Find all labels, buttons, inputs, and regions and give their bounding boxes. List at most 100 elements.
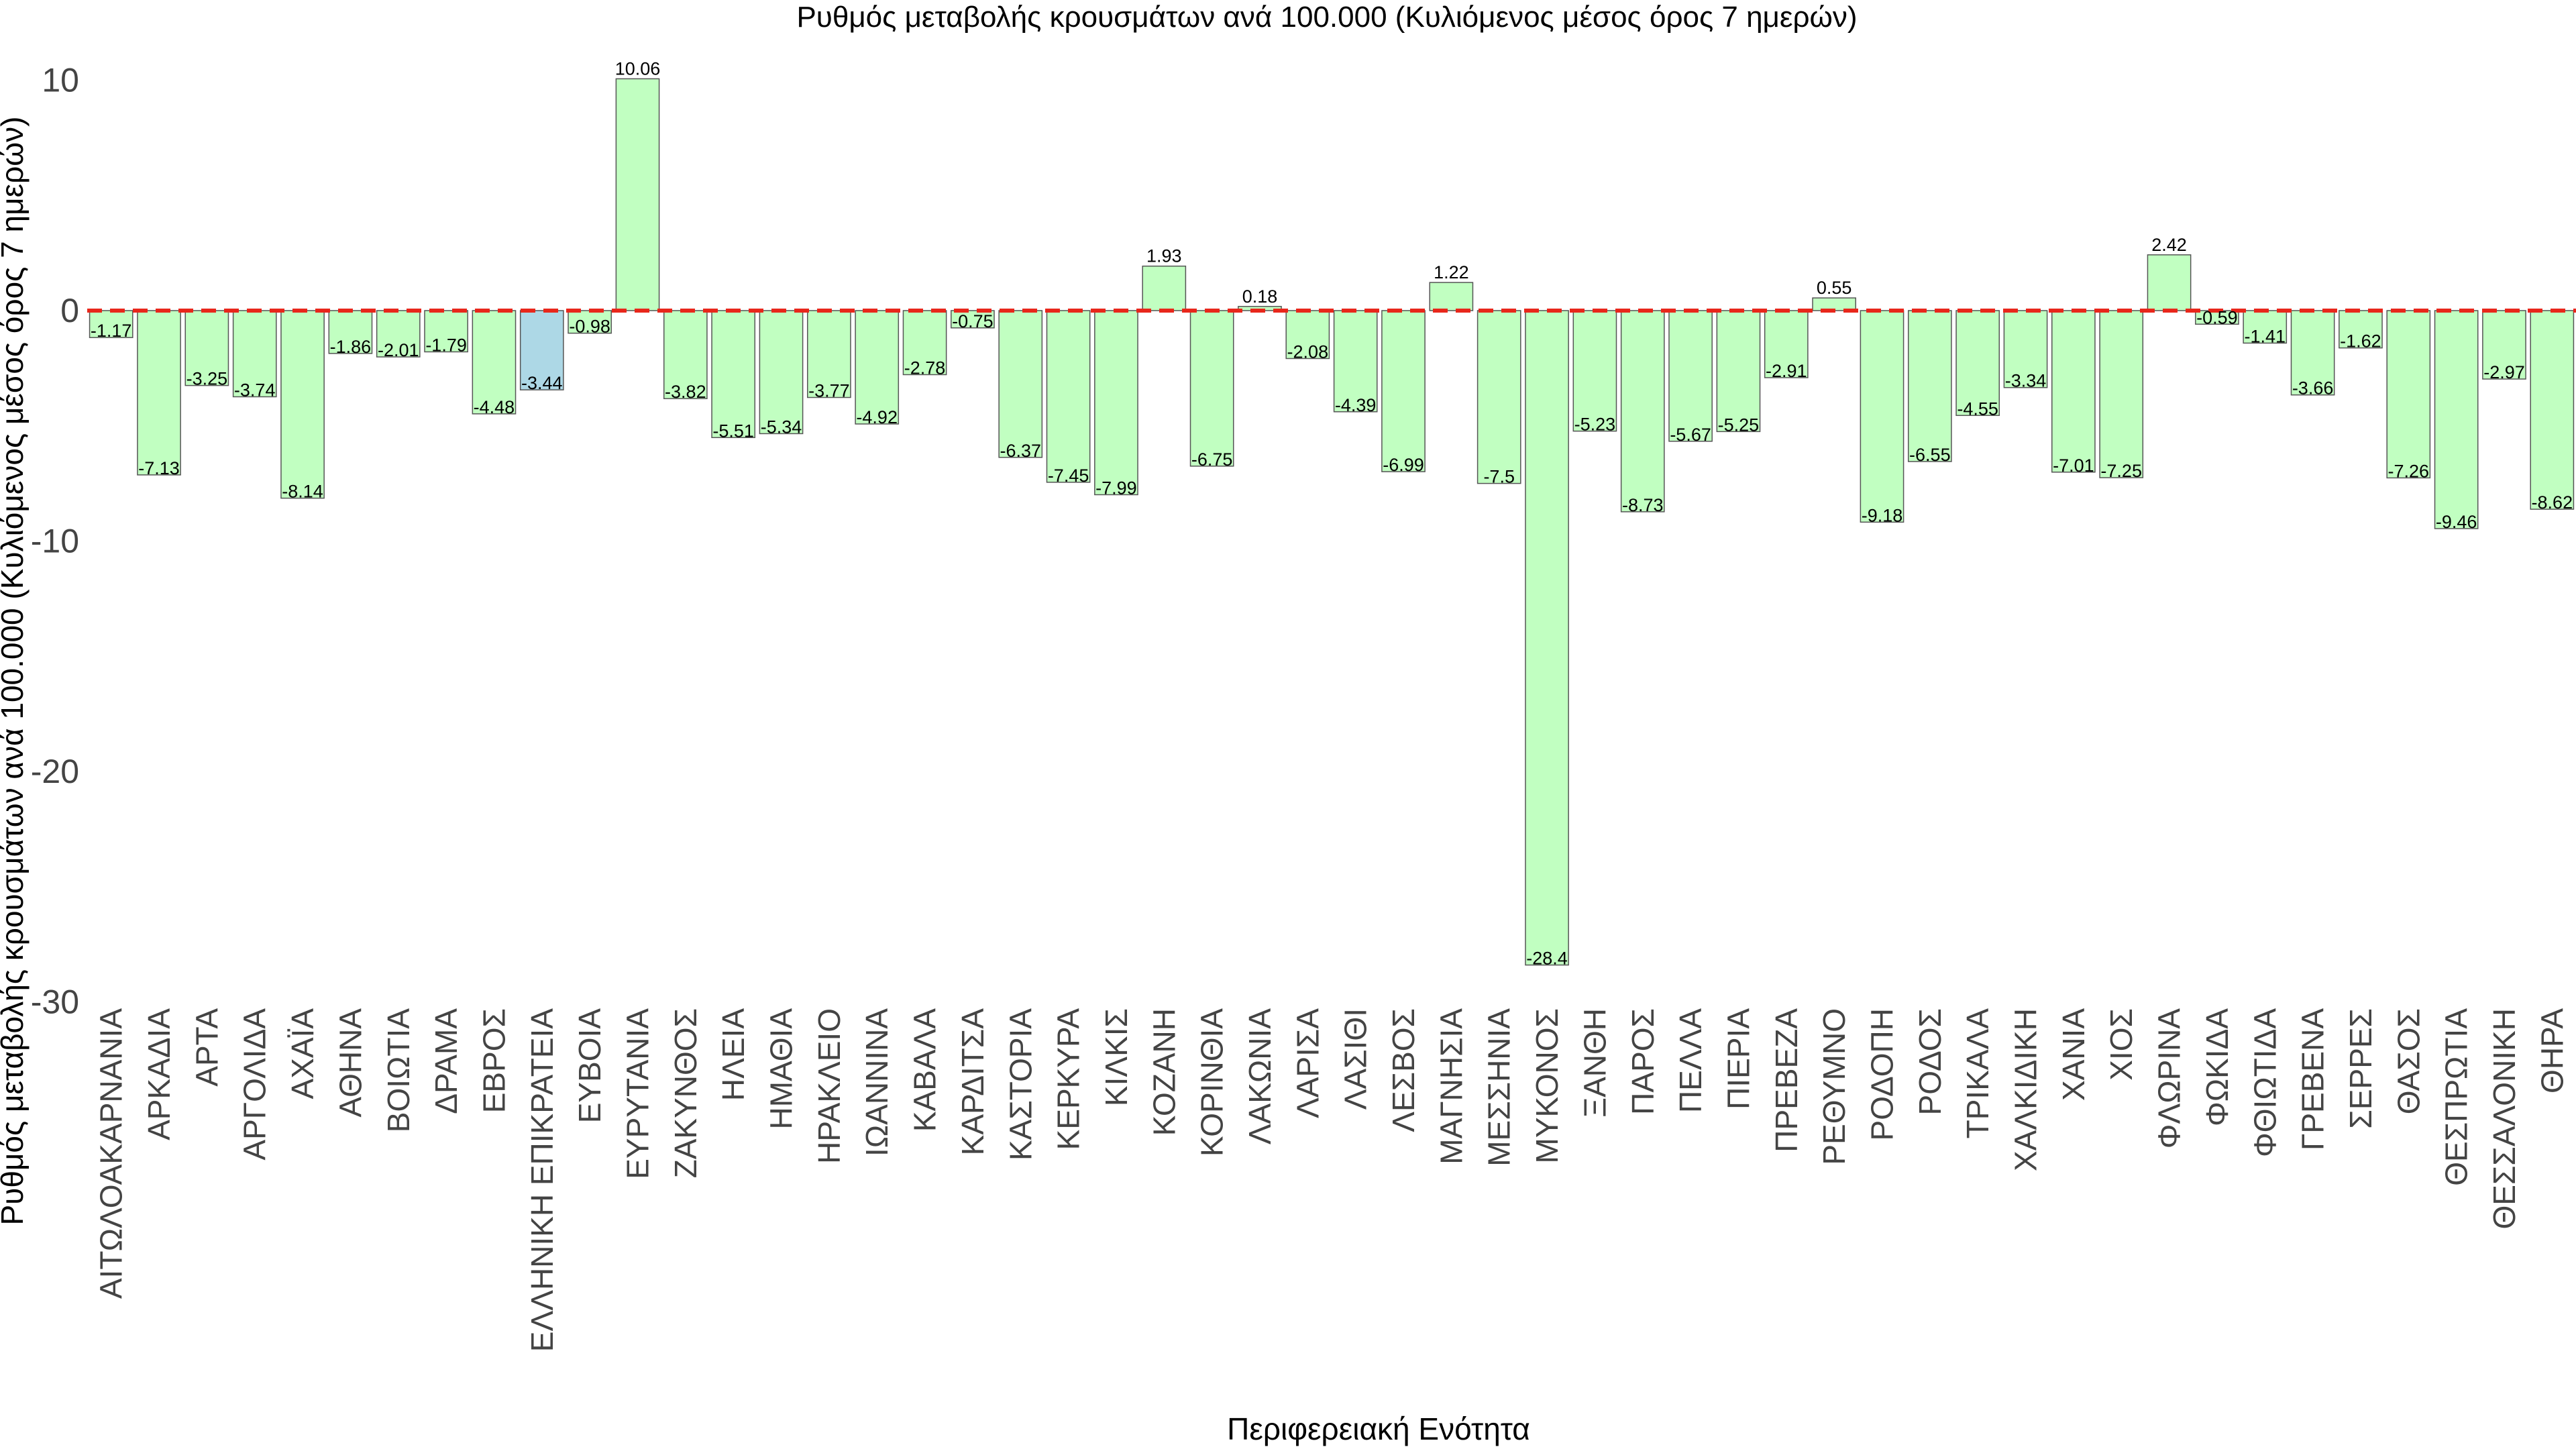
data-label: -2.01 bbox=[378, 340, 419, 360]
bar bbox=[328, 310, 373, 354]
data-label: -3.44 bbox=[521, 373, 563, 393]
bar bbox=[2051, 310, 2096, 473]
x-category-label: ΡΟΔΟΠΗ bbox=[1864, 1008, 1899, 1140]
data-label: -4.39 bbox=[1335, 395, 1377, 415]
bar bbox=[1716, 310, 1761, 433]
x-category-label: ΘΕΣΣΑΛΟΝΙΚΗ bbox=[2487, 1008, 2522, 1229]
x-category-label: ΡΕΘΥΜΝΟ bbox=[1817, 1008, 1851, 1165]
y-axis-title: Ρυθμός μεταβολής κρουσμάτων ανά 100.000 … bbox=[0, 117, 30, 1226]
data-label: -28.4 bbox=[1526, 949, 1568, 969]
bar bbox=[89, 310, 133, 338]
bar bbox=[568, 310, 612, 334]
bar bbox=[1525, 310, 1569, 966]
data-label: 1.22 bbox=[1434, 262, 1469, 282]
x-category-label: ΙΩΑΝΝΙΝΑ bbox=[859, 1008, 894, 1157]
x-category-label: ΠΕΛΛΑ bbox=[1673, 1008, 1708, 1113]
bar bbox=[2530, 310, 2575, 510]
x-axis-title: Περιφερειακή Ενότητα bbox=[1227, 1411, 1530, 1446]
y-axis: 10 0 -10 -20 -30 bbox=[31, 62, 79, 1021]
bar bbox=[1477, 310, 1521, 484]
x-category-label: ΚΑΡΔΙΤΣΑ bbox=[955, 1008, 990, 1156]
bar bbox=[1860, 310, 1904, 523]
bar bbox=[472, 310, 517, 415]
bar bbox=[1955, 310, 2000, 417]
bar bbox=[1620, 310, 1665, 513]
x-category-label: ΜΕΣΣΗΝΙΑ bbox=[1482, 1008, 1517, 1167]
bar bbox=[1333, 310, 1378, 413]
data-label: -7.25 bbox=[2100, 461, 2142, 481]
x-category-label: ΠΡΕΒΕΖΑ bbox=[1769, 1008, 1804, 1152]
bar bbox=[998, 310, 1043, 458]
x-category-label: ΗΛΕΙΑ bbox=[716, 1008, 751, 1101]
data-label: -5.23 bbox=[1574, 415, 1616, 435]
data-label: -4.48 bbox=[474, 397, 515, 417]
x-category-label: ΗΡΑΚΛΕΙΟ bbox=[812, 1008, 847, 1164]
x-category-label: ΛΑΚΩΝΙΑ bbox=[1242, 1008, 1277, 1144]
data-label: -7.26 bbox=[2388, 461, 2430, 481]
x-category-label: ΑΡΤΑ bbox=[189, 1008, 224, 1087]
data-label: 0.55 bbox=[1817, 278, 1852, 298]
x-category-label: ΛΕΣΒΟΣ bbox=[1386, 1008, 1421, 1132]
data-label: -6.55 bbox=[1909, 445, 1951, 465]
data-label: -3.74 bbox=[234, 380, 276, 400]
x-category-label: ΧΑΛΚΙΔΙΚΗ bbox=[2008, 1008, 2043, 1171]
data-label: -5.34 bbox=[761, 417, 802, 437]
x-category-label: ΘΑΣΟΣ bbox=[2391, 1008, 2426, 1114]
bar bbox=[855, 310, 900, 425]
data-label: 10.06 bbox=[615, 58, 661, 78]
x-category-label: ΚΟΖΑΝΗ bbox=[1146, 1008, 1181, 1136]
data-label: -4.55 bbox=[1957, 398, 1998, 419]
x-category-label: ΦΛΩΡΙΝΑ bbox=[2152, 1008, 2187, 1148]
y-tick-label: -20 bbox=[31, 753, 79, 790]
data-label: -7.01 bbox=[2053, 455, 2094, 476]
bar bbox=[1381, 310, 1426, 472]
bar bbox=[2386, 310, 2431, 479]
data-label: -3.25 bbox=[186, 369, 228, 389]
x-category-label: ΘΕΣΠΡΩΤΙΑ bbox=[2439, 1008, 2474, 1186]
y-tick-label: 0 bbox=[60, 292, 79, 329]
data-label: -6.75 bbox=[1191, 449, 1233, 470]
chart-title: Ρυθμός μεταβολής κρουσμάτων ανά 100.000 … bbox=[796, 1, 1857, 34]
bar bbox=[1285, 310, 1330, 360]
bar bbox=[137, 310, 181, 476]
data-label: -1.41 bbox=[2244, 326, 2286, 346]
bar bbox=[376, 310, 421, 358]
x-category-label: ΖΑΚΥΝΘΟΣ bbox=[668, 1008, 703, 1178]
data-label: -3.66 bbox=[2292, 378, 2334, 398]
data-label: -1.79 bbox=[425, 335, 467, 355]
bar bbox=[1429, 282, 1474, 311]
x-category-label: ΔΡΑΜΑ bbox=[429, 1008, 464, 1114]
bar bbox=[1668, 310, 1713, 442]
bar bbox=[2003, 310, 2048, 388]
bar bbox=[280, 310, 325, 499]
x-category-label: ΓΡΕΒΕΝΑ bbox=[2296, 1008, 2330, 1150]
x-category-label: ΚΟΡΙΝΘΙΑ bbox=[1195, 1008, 1230, 1157]
data-label: -6.37 bbox=[1000, 441, 1041, 461]
x-category-label: ΦΩΚΙΔΑ bbox=[2200, 1008, 2235, 1126]
x-category-label: ΑΡΓΟΛΙΔΑ bbox=[237, 1008, 272, 1161]
x-category-label: ΣΕΡΡΕΣ bbox=[2343, 1008, 2378, 1129]
data-label: -7.99 bbox=[1095, 478, 1137, 498]
data-label: -5.67 bbox=[1670, 425, 1711, 445]
bar bbox=[2339, 310, 2383, 349]
data-label: -1.62 bbox=[2340, 331, 2381, 352]
data-label: -2.91 bbox=[1766, 361, 1807, 381]
bar bbox=[1764, 310, 1809, 378]
data-label: -5.25 bbox=[1718, 415, 1760, 435]
bar bbox=[519, 310, 564, 390]
y-tick-label: -10 bbox=[31, 523, 79, 560]
data-label: -8.73 bbox=[1622, 495, 1664, 515]
x-category-label: ΛΑΡΙΣΑ bbox=[1290, 1008, 1325, 1118]
data-label: -4.92 bbox=[856, 407, 898, 427]
data-label: -1.17 bbox=[91, 321, 132, 341]
bar bbox=[902, 310, 947, 376]
x-category-label: ΘΗΡΑ bbox=[2534, 1008, 2569, 1093]
data-label: 1.93 bbox=[1146, 246, 1182, 266]
x-category-label: ΛΑΣΙΘΙ bbox=[1338, 1008, 1373, 1110]
bar bbox=[424, 310, 468, 353]
data-label: -9.18 bbox=[1862, 505, 1903, 525]
x-category-label: ΚΑΒΑΛΑ bbox=[908, 1008, 943, 1132]
x-category-label: ΧΙΟΣ bbox=[2104, 1008, 2139, 1081]
data-label: 2.42 bbox=[2151, 235, 2187, 255]
